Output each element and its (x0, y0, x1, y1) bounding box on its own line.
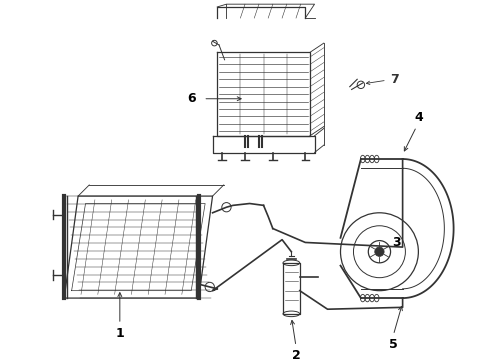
Text: 3: 3 (392, 236, 400, 249)
Text: 6: 6 (187, 92, 196, 105)
Text: 4: 4 (415, 111, 424, 124)
Text: 5: 5 (389, 338, 398, 351)
Text: 7: 7 (391, 73, 399, 86)
Text: 1: 1 (116, 327, 124, 340)
Circle shape (375, 247, 384, 256)
Text: 2: 2 (292, 349, 300, 360)
